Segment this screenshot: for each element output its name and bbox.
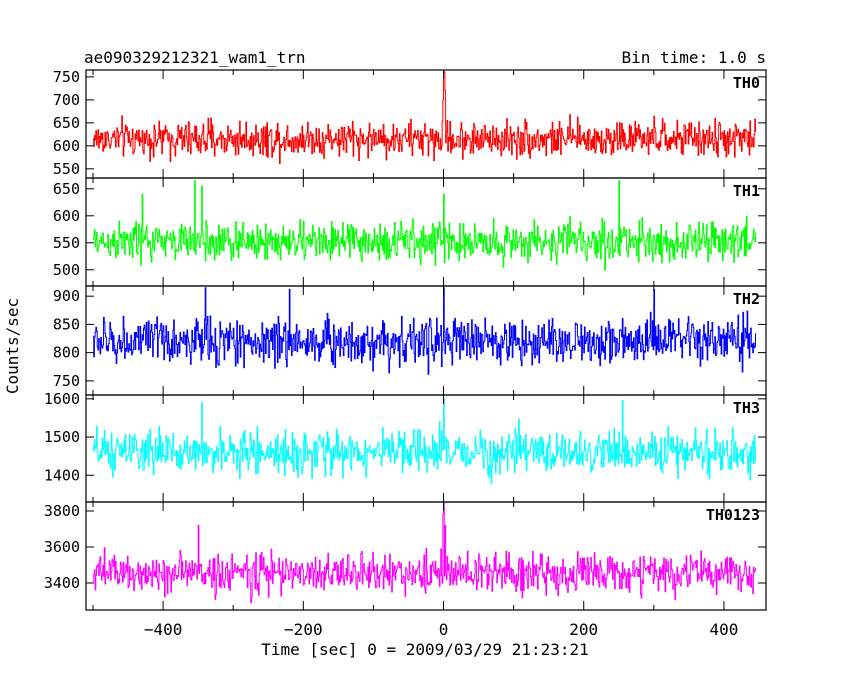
y-tick-label: 1600 xyxy=(44,390,80,408)
y-tick-label: 700 xyxy=(53,91,80,109)
panels-group: 550 600 650 700 750 TH0 500 550 600 650 TH1 750 800 8… xyxy=(44,68,767,611)
y-tick-label: 550 xyxy=(53,160,80,178)
y-tick-label: 750 xyxy=(53,68,80,86)
y-tick-label: 900 xyxy=(53,287,80,305)
x-tick-label: 400 xyxy=(709,620,738,639)
y-tick-label: 650 xyxy=(53,114,80,132)
panel-label-th1: TH1 xyxy=(733,182,760,200)
panel-label-th0123: TH0123 xyxy=(706,506,760,524)
y-tick-label: 600 xyxy=(53,137,80,155)
y-tick-label: 500 xyxy=(53,261,80,279)
x-axis-label: Time [sec] 0 = 2009/03/29 21:23:21 xyxy=(261,640,589,659)
y-tick-label: 750 xyxy=(53,372,80,390)
panel-th0: 550 600 650 700 750 TH0 xyxy=(53,68,767,179)
series-line-th0 xyxy=(93,70,757,165)
x-axis: −400 −200 0 200 400 xyxy=(144,620,739,639)
y-tick-label: 550 xyxy=(53,234,80,252)
panel-label-th3: TH3 xyxy=(733,399,760,417)
panel-th1: 500 550 600 650 TH1 xyxy=(53,177,767,287)
x-tick-label: −400 xyxy=(144,620,183,639)
y-tick-label: 800 xyxy=(53,344,80,362)
x-tick-label: 200 xyxy=(569,620,598,639)
y-tick-label: 3600 xyxy=(44,538,80,556)
y-tick-label: 650 xyxy=(53,180,80,198)
y-axis-label: Counts/sec xyxy=(3,298,22,394)
panel-th0123: 3400 3600 3800 TH0123 xyxy=(44,501,767,611)
panel-label-th2: TH2 xyxy=(733,290,760,308)
y-tick-label: 600 xyxy=(53,207,80,225)
panel-th3: 1400 1500 1600 TH3 xyxy=(44,390,767,503)
x-tick-label: 0 xyxy=(439,620,449,639)
series-line-th0123 xyxy=(93,502,757,604)
y-tick-label: 1500 xyxy=(44,428,80,446)
series-line-th1 xyxy=(93,180,757,271)
y-tick-label: 3800 xyxy=(44,502,80,520)
x-tick-label: −200 xyxy=(284,620,323,639)
series-line-th3 xyxy=(93,398,757,484)
bin-time-label: Bin time: 1.0 s xyxy=(622,48,767,67)
panel-frame xyxy=(85,177,767,287)
observation-title: ae090329212321_wam1_trn xyxy=(84,48,306,67)
y-tick-label: 850 xyxy=(53,315,80,333)
y-tick-label: 1400 xyxy=(44,466,80,484)
panel-frame xyxy=(85,501,767,611)
y-tick-label: 3400 xyxy=(44,574,80,592)
panel-label-th0: TH0 xyxy=(733,74,760,92)
series-line-th2 xyxy=(93,287,757,375)
panel-th2: 750 800 850 900 TH2 xyxy=(53,285,767,396)
